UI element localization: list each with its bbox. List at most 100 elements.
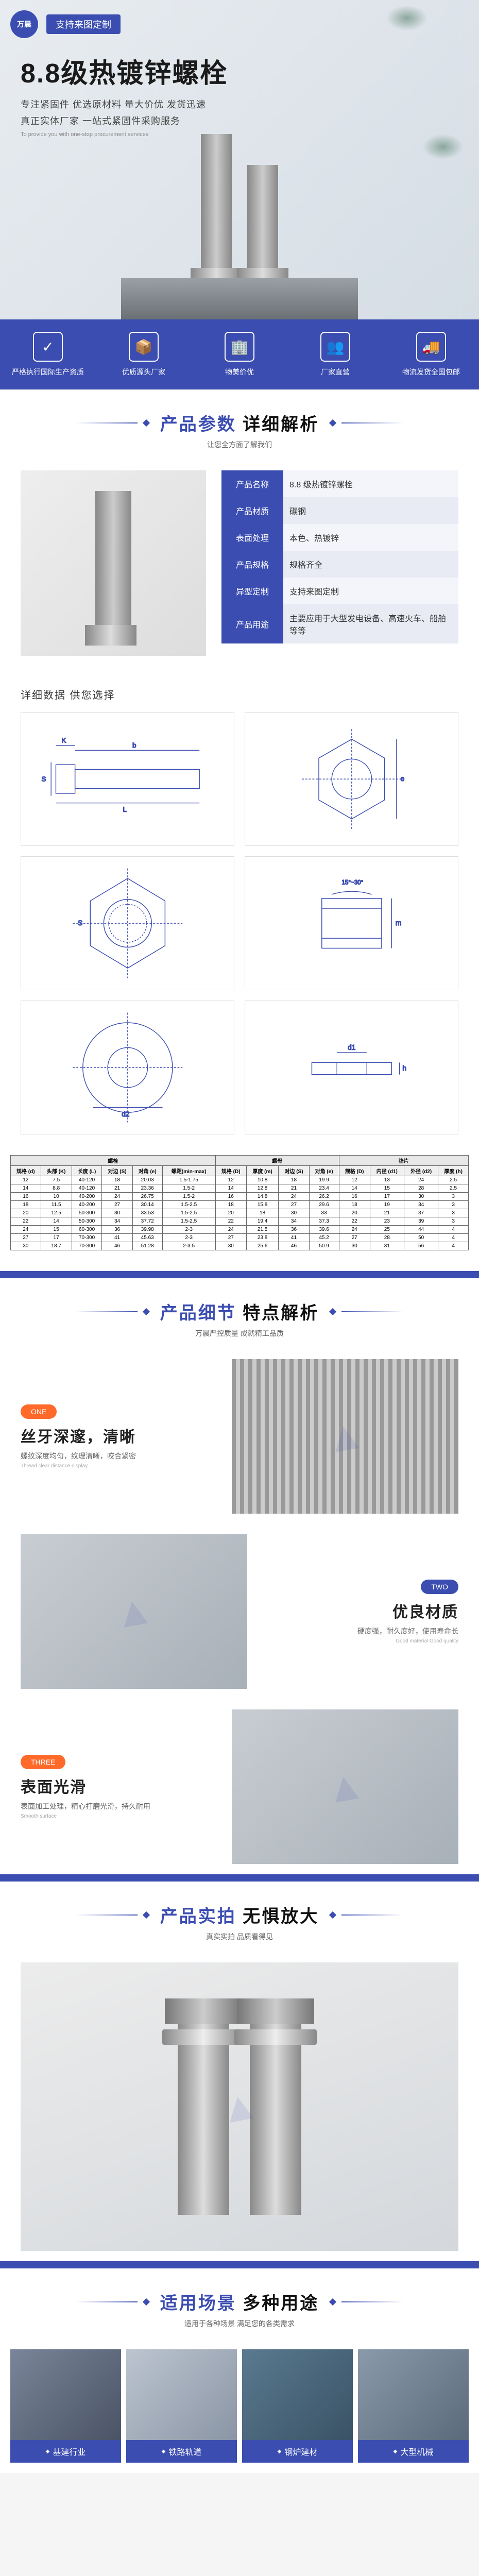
- params-row: 产品材质碳钢: [221, 497, 458, 524]
- spec-cell: 17: [41, 1234, 72, 1242]
- section-header-detail: 产品细节 特点解析 万晨严控质量 成就精工品质: [0, 1278, 479, 1349]
- scene-image-railway: [126, 2349, 237, 2440]
- detail-desc: 螺纹深度均匀，纹理清晰，咬合紧密: [21, 1451, 216, 1461]
- scene-label: 铁路轨道: [126, 2440, 237, 2463]
- spec-cell: 70-300: [72, 1242, 102, 1250]
- spec-cell: 34: [279, 1217, 309, 1226]
- building-icon: 🏢: [225, 332, 254, 362]
- diamond-icon: [329, 419, 336, 426]
- section-subtitle: 真实实拍 品质看得见: [0, 1931, 479, 1942]
- spec-cell: 24: [339, 1226, 370, 1234]
- param-label: 产品规格: [221, 551, 283, 578]
- spec-cell: 40-120: [72, 1184, 102, 1193]
- spec-cell: 18.7: [41, 1242, 72, 1250]
- spec-column-header: 外径 (d2): [404, 1166, 438, 1176]
- spec-cell: 24: [279, 1193, 309, 1201]
- spec-cell: 16: [339, 1193, 370, 1201]
- section-header-realshot: 产品实拍 无惧放大 真实实拍 品质看得见: [0, 1882, 479, 1952]
- bolt-illustration: [95, 491, 131, 635]
- detail-feature-2: TWO 优良材质 硬度强，耐久度好，使用寿命长 Good material Go…: [0, 1524, 479, 1699]
- blue-divider: [0, 1874, 479, 1882]
- spec-cell: 4: [438, 1226, 469, 1234]
- section-header-scene: 适用场景 多种用途 适用于各种场景 满足您的各类需求: [0, 2268, 479, 2339]
- spec-column-header: 长度 (L): [72, 1166, 102, 1176]
- brand-logo: 万晨: [10, 10, 38, 38]
- box-icon: 📦: [129, 332, 159, 362]
- spec-cell: 28: [370, 1234, 404, 1242]
- spec-row: 2012.550-3003033.531.5-2.520183033202137…: [11, 1209, 469, 1217]
- spec-cell: 50.9: [309, 1242, 339, 1250]
- spec-row: 148.840-1202123.361.5-21412.82123.414152…: [11, 1184, 469, 1193]
- spec-cell: 19.4: [246, 1217, 278, 1226]
- section-title: 产品细节 特点解析: [160, 1299, 319, 1324]
- spec-cell: 12: [11, 1176, 41, 1184]
- spec-cell: 15: [41, 1226, 72, 1234]
- spec-cell: 15.8: [246, 1201, 278, 1209]
- svg-text:S: S: [78, 919, 82, 927]
- spec-cell: 21: [279, 1184, 309, 1193]
- bolt-illustration: [201, 134, 232, 278]
- hero-product-image: [162, 103, 317, 278]
- params-row: 异型定制支持来图定制: [221, 578, 458, 604]
- params-row: 表面处理本色、热镀锌: [221, 524, 458, 551]
- scene-image-steel: [242, 2349, 353, 2440]
- param-label: 产品材质: [221, 497, 283, 524]
- spec-cell: 23.8: [246, 1234, 278, 1242]
- spec-row: 221450-3003437.721.5-2.52219.43437.32223…: [11, 1217, 469, 1226]
- spec-group-header: 螺母: [215, 1156, 339, 1166]
- spec-row: 161040-2002426.751.5-21614.82426.2161730…: [11, 1193, 469, 1201]
- param-label: 产品名称: [221, 470, 283, 497]
- params-row: 产品用途主要应用于大型发电设备、高速火车、船舶等等: [221, 604, 458, 643]
- spec-cell: 27: [339, 1234, 370, 1242]
- diamond-icon: [143, 1308, 150, 1315]
- scene-label: 大型机械: [358, 2440, 469, 2463]
- spec-cell: 30: [339, 1242, 370, 1250]
- diamond-icon: [143, 419, 150, 426]
- svg-text:K: K: [61, 736, 66, 744]
- spec-cell: 20.03: [132, 1176, 162, 1184]
- spec-cell: 46: [279, 1242, 309, 1250]
- spec-cell: 31: [370, 1242, 404, 1250]
- spec-cell: 1.5-2: [162, 1184, 215, 1193]
- spec-cell: 18: [279, 1176, 309, 1184]
- spec-table: 螺栓螺母垫片 规格 (d)头部 (K)长度 (L)对边 (S)对角 (e)螺距(…: [10, 1155, 469, 1250]
- scene-label: 基建行业: [10, 2440, 121, 2463]
- spec-cell: 30: [404, 1193, 438, 1201]
- svg-text:L: L: [123, 805, 126, 813]
- feature-item: 🚚 物流发货全国包邮: [388, 332, 474, 377]
- spec-cell: 46: [102, 1242, 132, 1250]
- spec-cell: 37.3: [309, 1217, 339, 1226]
- spec-cell: 17: [370, 1193, 404, 1201]
- realshot-block: ▲: [0, 1952, 479, 2261]
- spec-cell: 24: [404, 1176, 438, 1184]
- spec-cell: 14: [215, 1184, 246, 1193]
- spec-column-header: 规格 (D): [215, 1166, 246, 1176]
- spec-cell: 3: [438, 1217, 469, 1226]
- detail-feature-3: THREE 表面光滑 表面加工处理，精心打磨光滑，持久耐用 Smooth sur…: [0, 1699, 479, 1874]
- spec-cell: 15: [370, 1184, 404, 1193]
- spec-cell: 14.8: [246, 1193, 278, 1201]
- spec-column-header: 对角 (e): [132, 1166, 162, 1176]
- spec-cell: 60-300: [72, 1226, 102, 1234]
- spec-cell: 26.75: [132, 1193, 162, 1201]
- spec-cell: 4: [438, 1242, 469, 1250]
- spec-cell: 12: [339, 1176, 370, 1184]
- bolt-illustration: [247, 165, 278, 278]
- spec-cell: 3: [438, 1209, 469, 1217]
- spec-column-header: 螺距(min-max): [162, 1166, 215, 1176]
- params-block: 产品名称8.8 级热镀锌螺栓产品材质碳钢表面处理本色、热镀锌产品规格规格齐全异型…: [0, 460, 479, 676]
- spec-cell: 30: [102, 1209, 132, 1217]
- spec-column-header: 厚度 (m): [246, 1166, 278, 1176]
- spec-cell: 14: [11, 1184, 41, 1193]
- detail-feature-1: ONE 丝牙深邃，清晰 螺纹深度均匀，纹理清晰，咬合紧密 Thread clea…: [0, 1349, 479, 1524]
- scene-image-construction: [10, 2349, 121, 2440]
- spec-cell: 16: [215, 1193, 246, 1201]
- blue-divider: [0, 1271, 479, 1278]
- diagram-heading: 详细数据 供您选择: [0, 676, 479, 707]
- detail-en: Smooth surface: [21, 1814, 216, 1819]
- spec-cell: 45.2: [309, 1234, 339, 1242]
- section-subtitle: 让您全方面了解我们: [0, 439, 479, 450]
- diagram-bolt-head: e: [245, 712, 458, 846]
- spec-cell: 30.14: [132, 1201, 162, 1209]
- detail-badge: ONE: [21, 1404, 57, 1419]
